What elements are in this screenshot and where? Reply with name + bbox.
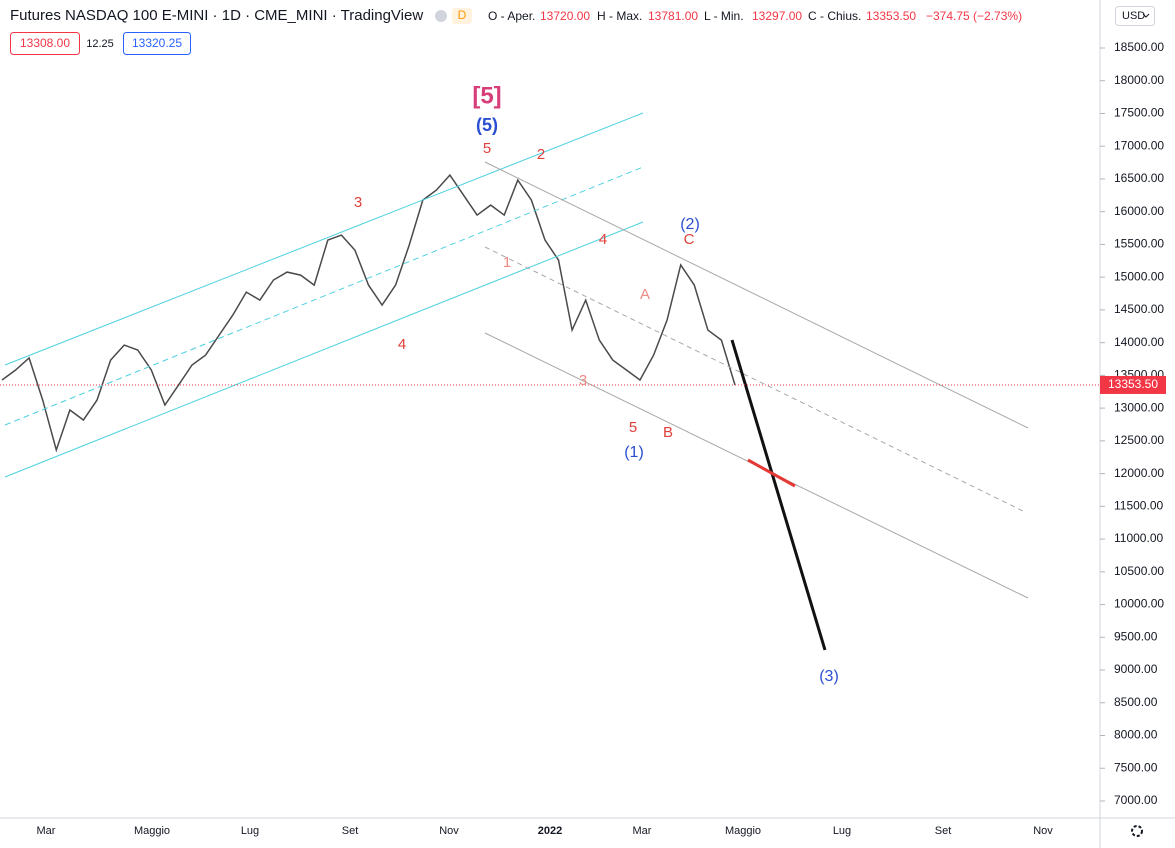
wave-label: 1 [503,254,511,271]
y-tick-label: 17000.00 [1114,138,1164,152]
y-tick-label: 14500.00 [1114,302,1164,316]
y-tick-label: 10000.00 [1114,597,1164,611]
wave-label: 5 [483,140,491,157]
y-tick-label: 17500.00 [1114,106,1164,120]
spread: 12.25 [86,38,114,50]
channel-mid [484,246,1026,513]
wave-label: 3 [354,194,362,211]
wave-label: A [640,286,650,303]
wave-label: 4 [398,336,406,353]
last-price-label: 13353.50 [1108,377,1158,391]
y-tick-label: 9500.00 [1114,629,1158,643]
y-tick-label: 13000.00 [1114,400,1164,414]
ohlc-close-label: C - Chius. [808,9,861,23]
wave-label: (2) [680,216,700,233]
y-tick-label: 15500.00 [1114,237,1164,251]
drawings [4,112,1029,651]
ohlc-change: −374.75 (−2.73%) [926,9,1022,23]
x-tick-label: Mar [633,825,652,837]
channel-line [484,161,1029,429]
ask[interactable]: 13320.25 [132,36,182,50]
x-tick-label: Mar [37,825,56,837]
symbol-title: Futures NASDAQ 100 E-MINI · 1D · CME_MIN… [10,7,423,24]
price-line [1,173,736,453]
currency[interactable]: USD [1122,10,1145,22]
y-tick-label: 16000.00 [1114,204,1164,218]
wave-label: (3) [819,668,839,685]
wave-label: 2 [537,146,545,163]
y-tick-label: 10500.00 [1114,564,1164,578]
currency-select[interactable] [1115,6,1155,26]
ohlc-low: 13297.00 [752,9,802,23]
y-tick-label: 16500.00 [1114,171,1164,185]
y-tick-label: 18500.00 [1114,40,1164,54]
ohlc-high-label: H - Max. [597,9,642,23]
x-tick-label: Lug [241,825,259,837]
ohlc-open: 13720.00 [540,9,590,23]
ohlc-close: 13353.50 [866,9,916,23]
wave-label: C [684,231,695,248]
y-tick-label: 7000.00 [1114,793,1158,807]
settings-icon[interactable] [1131,825,1143,837]
wave-label: 3 [579,372,587,389]
plot-area [1,173,736,453]
y-tick-label: 12000.00 [1114,466,1164,480]
ohlc-open-label: O - Aper. [488,9,535,23]
y-tick-label: 12500.00 [1114,433,1164,447]
badge: D [458,8,467,22]
status-dot [435,10,447,22]
y-tick-label: 8000.00 [1114,728,1158,742]
wave-label: [5] [472,82,501,109]
ask-box[interactable] [123,32,191,55]
projection-line [730,339,827,651]
ohlc-low-label: L - Min. [704,9,744,23]
dropdown-caret[interactable] [1142,13,1150,18]
y-tick-label: 11500.00 [1114,499,1163,513]
target-marker [747,458,796,488]
channel-line [4,221,644,478]
bid[interactable]: 13308.00 [20,36,70,50]
wave-label: 4 [599,231,607,248]
x-tick-label: Nov [439,825,459,837]
x-tick-label: 2022 [538,825,562,837]
y-tick-label: 7500.00 [1114,760,1158,774]
wave-label: 5 [629,419,637,436]
y-tick-label: 14000.00 [1114,335,1164,349]
x-tick-label: Maggio [725,825,761,837]
ohlc-high: 13781.00 [648,9,698,23]
bid-box[interactable] [10,32,80,55]
x-tick-label: Maggio [134,825,170,837]
wave-label: (1) [624,444,644,461]
channel-line [4,112,644,366]
last-price-box [1100,375,1166,394]
y-tick-label: 8500.00 [1114,695,1158,709]
x-tick-label: Set [342,825,359,837]
x-tick-label: Nov [1033,825,1053,837]
y-tick-label: 18000.00 [1114,73,1164,87]
badge-bg [452,8,472,24]
x-tick-label: Lug [833,825,851,837]
wave-label: B [663,424,673,441]
x-tick-label: Set [935,825,952,837]
y-tick-label: 15000.00 [1114,269,1164,283]
wave-label: (5) [476,115,498,135]
y-tick-label: 11000.00 [1114,531,1163,545]
y-tick-label: 9000.00 [1114,662,1158,676]
channel-mid [4,166,644,426]
